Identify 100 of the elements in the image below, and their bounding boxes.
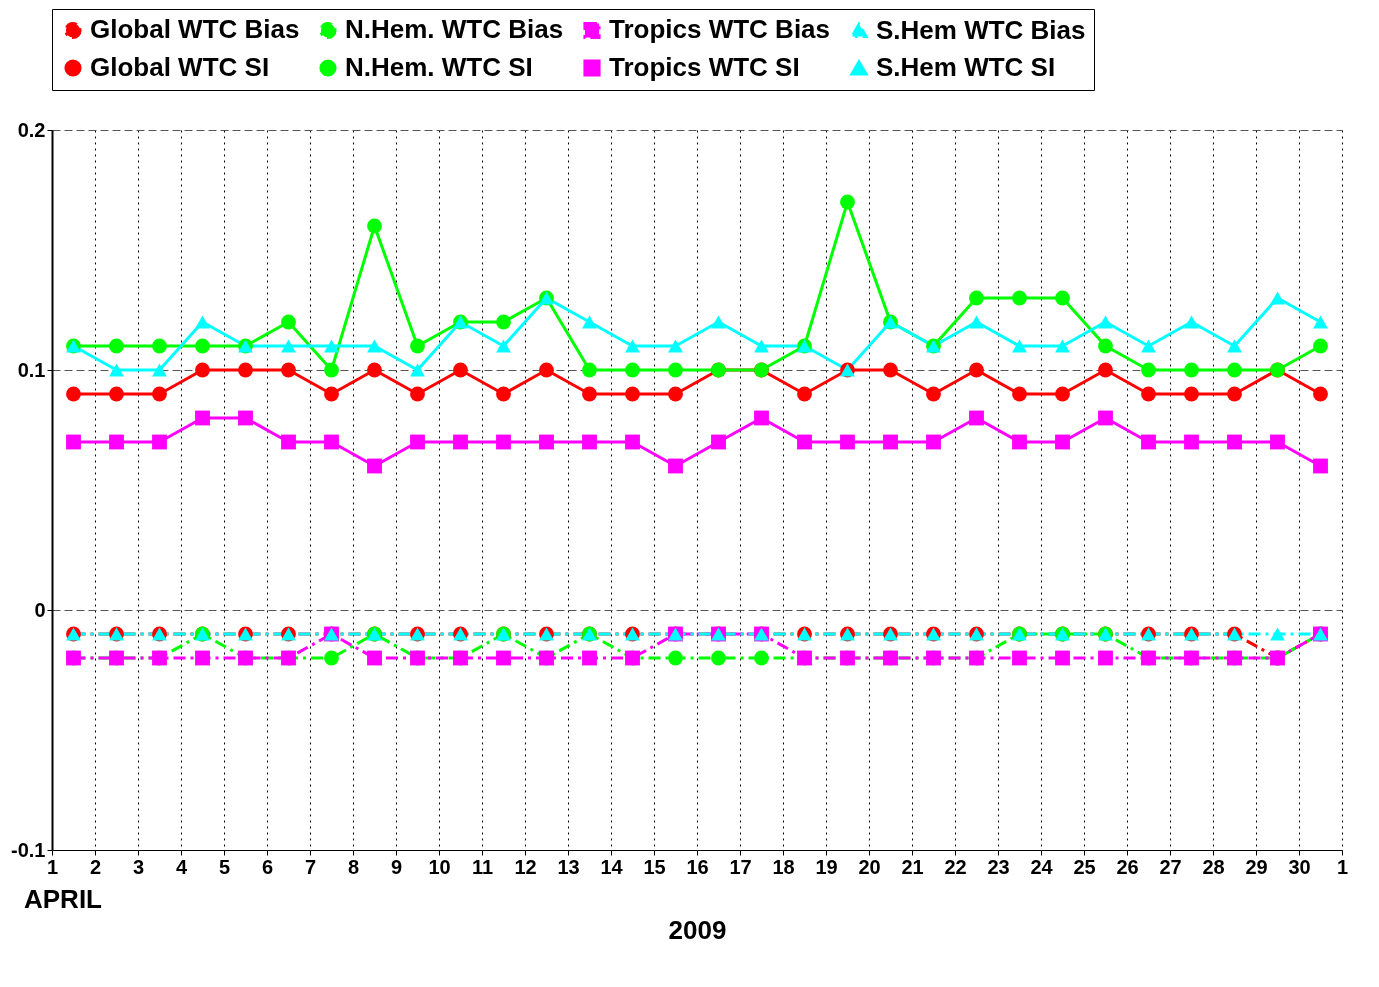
point <box>1055 290 1070 306</box>
point <box>969 315 984 329</box>
legend-label: Tropics WTC SI <box>609 52 800 82</box>
point <box>1313 315 1328 329</box>
x-tick-label: 5 <box>218 855 231 878</box>
point <box>840 194 855 210</box>
point <box>711 315 726 329</box>
x-tick-label: 4 <box>175 855 188 878</box>
point <box>1270 291 1285 305</box>
point <box>1012 290 1027 306</box>
x-tick-label: 22 <box>944 855 967 878</box>
point <box>324 362 339 378</box>
y-tick-label: 0.1 <box>17 358 46 381</box>
point <box>152 386 167 402</box>
point <box>754 339 769 353</box>
x-tick-label: 10 <box>428 855 451 878</box>
text: APRIL <box>24 884 103 914</box>
x-tick-label: 8 <box>347 855 360 878</box>
point <box>410 386 425 402</box>
point <box>625 339 640 353</box>
point <box>1184 315 1199 329</box>
point <box>668 339 683 353</box>
x-axis-title: 2009 <box>668 914 727 945</box>
point <box>582 650 597 666</box>
point <box>152 363 167 377</box>
point <box>711 434 726 450</box>
x-tick-label: 18 <box>772 855 795 878</box>
x-tick-label: 21 <box>901 855 924 878</box>
point <box>496 434 511 450</box>
legend-label: Tropics WTC Bias <box>609 14 831 45</box>
point <box>367 362 382 378</box>
point <box>195 362 210 378</box>
point <box>109 338 124 354</box>
point <box>625 362 640 378</box>
y-tick-label: 0 <box>34 598 46 621</box>
point <box>195 650 210 666</box>
point <box>1098 362 1113 378</box>
x-tick-label: 1 <box>46 855 59 878</box>
x-tick-label: 24 <box>1030 855 1054 878</box>
x-tick-label: 27 <box>1159 855 1182 878</box>
point <box>539 434 554 450</box>
x-tick-label: 14 <box>600 855 624 878</box>
x-tick-label: 29 <box>1245 855 1268 878</box>
point <box>1012 434 1027 450</box>
x-tick-label: 1 <box>1336 855 1349 878</box>
point <box>582 386 597 402</box>
point <box>668 362 683 378</box>
legend-label: N.Hem. WTC Bias <box>345 14 564 45</box>
point <box>668 650 683 666</box>
point <box>324 339 339 353</box>
point <box>1098 315 1113 329</box>
point <box>1141 386 1156 402</box>
point <box>496 386 511 402</box>
x-tick-label: 2 <box>89 855 102 878</box>
point <box>238 362 253 378</box>
point <box>668 386 683 402</box>
x-tick-label: 28 <box>1202 855 1225 878</box>
point <box>410 363 425 377</box>
point <box>496 339 511 353</box>
point <box>711 650 726 666</box>
point <box>1227 386 1242 402</box>
x-tick-label: 3 <box>132 855 145 878</box>
point <box>1227 434 1242 450</box>
point <box>152 434 167 450</box>
y-tick-label: 0.2 <box>17 118 46 141</box>
point <box>324 386 339 402</box>
point <box>797 386 812 402</box>
point <box>281 434 296 450</box>
legend-label: Global WTC Bias <box>90 14 300 45</box>
point <box>1012 650 1027 666</box>
point <box>754 410 769 426</box>
x-tick-label: 26 <box>1116 855 1139 878</box>
point <box>238 410 253 426</box>
point <box>926 434 941 450</box>
point <box>582 434 597 450</box>
point <box>840 434 855 450</box>
point <box>1055 386 1070 402</box>
point <box>109 363 124 377</box>
point <box>969 362 984 378</box>
point <box>1098 410 1113 426</box>
y-tick-label: -0.1 <box>11 838 46 861</box>
legend-label: Global WTC SI <box>90 52 270 82</box>
point <box>109 386 124 402</box>
point <box>969 290 984 306</box>
point <box>1184 434 1199 450</box>
point <box>625 386 640 402</box>
point <box>797 434 812 450</box>
x-tick-label: 15 <box>643 855 666 878</box>
point <box>1227 339 1242 353</box>
point <box>1313 338 1328 354</box>
point <box>1141 339 1156 353</box>
x-tick-label: 9 <box>390 855 403 878</box>
point <box>281 314 296 330</box>
x-tick-label: 30 <box>1288 855 1311 878</box>
point <box>754 650 769 666</box>
x-tick-label: 16 <box>686 855 709 878</box>
point <box>582 315 597 329</box>
point <box>582 362 597 378</box>
point <box>1141 434 1156 450</box>
point <box>109 434 124 450</box>
